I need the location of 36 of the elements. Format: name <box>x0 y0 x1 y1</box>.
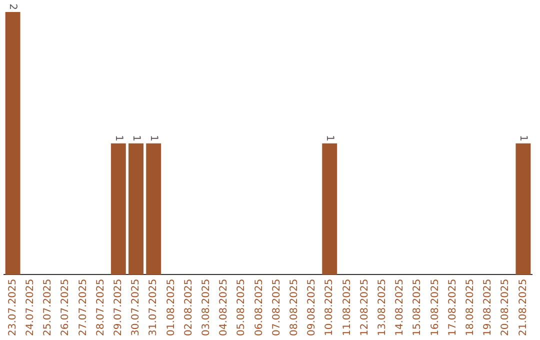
x-tick-label: 11.08.2025 <box>342 278 353 336</box>
x-tick-label: 07.08.2025 <box>271 278 282 336</box>
x-tick-label: 21.08.2025 <box>518 278 529 336</box>
x-tick-label: 10.08.2025 <box>324 278 336 336</box>
data-label: 1 <box>148 134 160 142</box>
x-tick-label: 23.07.2025 <box>7 278 18 336</box>
x-tick-label: 19.08.2025 <box>482 278 494 336</box>
x-tick-label: 05.08.2025 <box>236 278 248 336</box>
x-tick-label: 15.08.2025 <box>412 278 424 336</box>
x-tick-label: 25.07.2025 <box>42 278 54 336</box>
x-tick-label: 08.08.2025 <box>288 278 300 336</box>
x-tick-label: 16.08.2025 <box>430 278 441 336</box>
x-tick-label: 12.08.2025 <box>359 278 370 336</box>
x-tick-label: 06.08.2025 <box>254 278 265 336</box>
x-tick-label: 01.08.2025 <box>166 278 177 336</box>
x-tick-label: 18.08.2025 <box>464 278 476 336</box>
x-tick-label: 14.08.2025 <box>394 278 406 336</box>
x-tick-label: 24.07.2025 <box>24 278 36 336</box>
data-label: 1 <box>518 134 529 142</box>
x-tick-label: 09.08.2025 <box>306 278 318 336</box>
x-tick-label: 31.07.2025 <box>148 278 160 336</box>
x-tick-label: 27.07.2025 <box>78 278 89 336</box>
data-label: 1 <box>130 134 142 142</box>
x-tick-label: 26.07.2025 <box>60 278 72 336</box>
x-tick-label: 29.07.2025 <box>112 278 124 336</box>
x-tick-label: 03.08.2025 <box>200 278 212 336</box>
data-label: 2 <box>7 4 18 10</box>
x-tick-label: 04.08.2025 <box>218 278 230 336</box>
data-label: 1 <box>324 134 336 142</box>
x-tick-label: 02.08.2025 <box>183 278 194 336</box>
data-label: 1 <box>112 134 124 142</box>
x-tick-label: 13.08.2025 <box>376 278 388 336</box>
x-tick-label: 30.07.2025 <box>130 278 142 336</box>
x-tick-label: 17.08.2025 <box>447 278 458 336</box>
x-tick-label: 20.08.2025 <box>500 278 512 336</box>
x-tick-label: 28.07.2025 <box>95 278 106 336</box>
